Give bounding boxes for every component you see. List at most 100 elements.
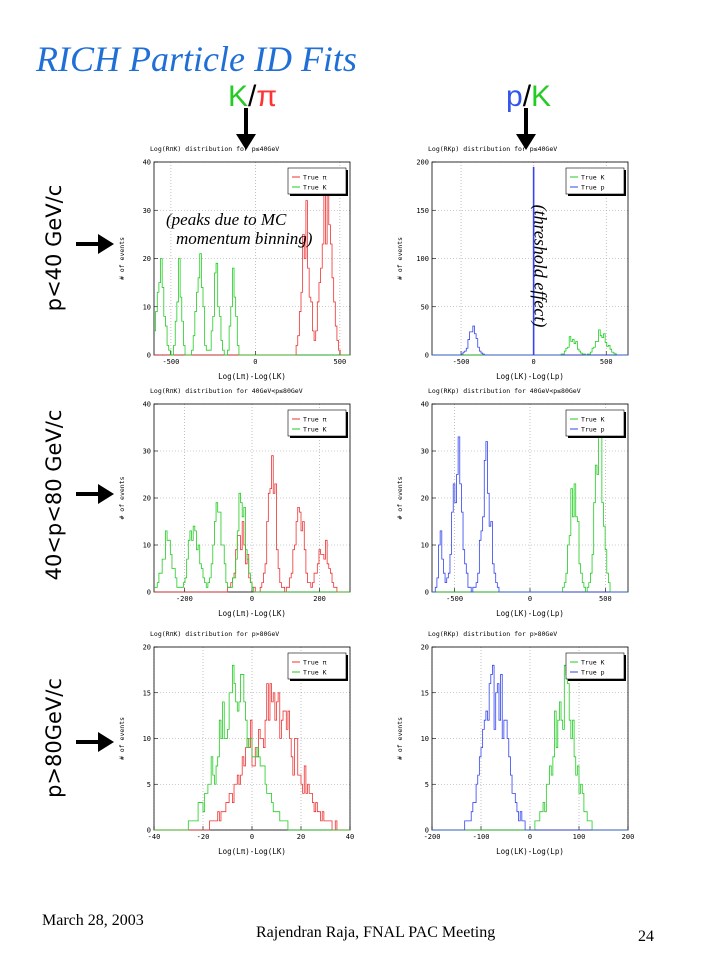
histogram-K [154, 492, 350, 593]
footer-date: March 28, 2003 [42, 912, 144, 929]
legend-entry: True K [303, 184, 327, 192]
peaks-annotation-line2: momentum binning) [176, 229, 313, 248]
x-tick-label: 100 [573, 833, 586, 841]
x-tick-label: 40 [346, 833, 354, 841]
col-header-p-k: p/K [506, 80, 551, 114]
legend-entry: True π [303, 174, 327, 182]
histogram-K [154, 664, 350, 831]
chart-title: Log(RKp) distribution for 40GeV<p≤80GeV [428, 387, 581, 395]
x-axis-label: Log(LK)-Log(Lp) [496, 372, 564, 381]
legend-entry: True p [581, 426, 605, 434]
y-tick-label: 20 [421, 644, 429, 652]
legend-box [287, 167, 347, 195]
x-tick-label: -40 [148, 833, 161, 841]
y-tick-label: 5 [425, 781, 429, 789]
legend-entry: True K [303, 669, 327, 677]
slide-title: RICH Particle ID Fits [36, 39, 357, 79]
x-axis-label: Log(Lπ)-Log(LK) [218, 847, 286, 856]
legend-entry: True K [303, 426, 327, 434]
x-axis-label: Log(LK)-Log(Lp) [496, 609, 564, 618]
legend-box [565, 652, 625, 680]
x-axis-label: Log(Lπ)-Log(LK) [218, 372, 286, 381]
y-tick-label: 20 [421, 495, 429, 503]
x-tick-label: 500 [334, 358, 347, 366]
y-tick-label: 0 [147, 589, 151, 597]
col-header-k-pi: K/π [228, 80, 277, 114]
y-tick-label: 20 [143, 495, 151, 503]
x-tick-label: 0 [528, 833, 532, 841]
col-header-sep: / [522, 80, 532, 113]
y-tick-label: 0 [425, 827, 429, 835]
x-tick-label: -200 [424, 833, 441, 841]
y-tick-label: 5 [147, 781, 151, 789]
legend-entry: True p [581, 184, 605, 192]
chart-title: Log(RπK) distribution for p≤40GeV [150, 145, 279, 153]
legend-entry: True π [303, 659, 327, 667]
right-arrow-icon [76, 234, 114, 254]
legend-entry: True K [581, 416, 605, 424]
x-tick-label: -500 [162, 358, 179, 366]
legend-box [565, 409, 625, 437]
y-tick-label: 30 [421, 448, 429, 456]
y-tick-label: 0 [147, 352, 151, 360]
y-tick-label: 40 [143, 401, 151, 409]
histogram-kp-low: Log(RKp) distribution for p≤40GeV -500 0 50… [396, 145, 629, 381]
y-axis-label: # of events [118, 237, 126, 280]
footer-author: Rajendran Raja, FNAL PAC Meeting [256, 924, 496, 941]
y-tick-label: 10 [421, 542, 429, 550]
x-tick-label: 20 [297, 833, 305, 841]
x-tick-label: 0 [250, 833, 254, 841]
legend-entry: True K [581, 174, 605, 182]
y-tick-label: 30 [143, 448, 151, 456]
histogram-pi [154, 683, 350, 831]
right-arrow-icon [76, 484, 114, 504]
legend-entry: True p [581, 669, 605, 677]
histogram-pik-mid: Log(RπK) distribution for 40GeV<p≤80GeV -… [118, 387, 351, 618]
x-tick-label: -500 [453, 358, 470, 366]
chart-title: Log(RπK) distribution for p>80GeV [150, 630, 279, 638]
x-tick-label: 0 [250, 595, 254, 603]
x-tick-label: 200 [622, 833, 635, 841]
y-tick-label: 0 [425, 352, 429, 360]
chart-title: Log(RπK) distribution for 40GeV<p≤80GeV [150, 387, 303, 395]
y-tick-label: 20 [143, 644, 151, 652]
y-tick-label: 100 [416, 255, 429, 263]
histogram-K [432, 329, 628, 356]
y-tick-label: 10 [143, 303, 151, 311]
histogram-pik-high: Log(RπK) distribution for p>80GeV -40 -20 0… [118, 630, 354, 856]
col-header-k: K [228, 80, 249, 113]
y-tick-label: 40 [143, 159, 151, 167]
y-tick-label: 15 [143, 689, 151, 697]
y-tick-label: 10 [143, 735, 151, 743]
y-axis-label: # of events [396, 237, 404, 280]
y-tick-label: 15 [421, 689, 429, 697]
col-header-sep: / [248, 80, 257, 113]
legend-box [287, 652, 347, 680]
down-arrow-icon [516, 108, 536, 150]
y-axis-label: # of events [396, 476, 404, 519]
y-tick-label: 150 [416, 207, 429, 215]
histogram-pi [154, 455, 350, 593]
x-tick-label: -20 [197, 833, 210, 841]
histogram-pik-low: Log(RπK) distribution for p≤40GeV -500 0 50… [118, 145, 351, 381]
x-tick-label: -100 [473, 833, 490, 841]
histogram-kp-high: Log(RKp) distribution for p>80GeV -200 -10… [396, 630, 635, 856]
threshold-annotation: (threshold effect) [530, 204, 551, 328]
x-tick-label: 500 [600, 358, 613, 366]
histogram-p [432, 664, 628, 831]
y-tick-label: 10 [143, 542, 151, 550]
histogram-K [154, 253, 350, 356]
legend-box [287, 409, 347, 437]
x-tick-label: -200 [176, 595, 193, 603]
y-tick-label: 50 [421, 303, 429, 311]
histogram-kp-mid: Log(RKp) distribution for 40GeV<p≤80GeV -… [396, 387, 629, 618]
x-axis-label: Log(LK)-Log(Lp) [496, 847, 564, 856]
legend-entry: True π [303, 416, 327, 424]
y-tick-label: 200 [416, 159, 429, 167]
y-tick-label: 10 [421, 735, 429, 743]
histogram-p [432, 325, 628, 356]
y-axis-label: # of events [118, 717, 126, 760]
y-axis-label: # of events [396, 717, 404, 760]
x-tick-label: 200 [313, 595, 326, 603]
